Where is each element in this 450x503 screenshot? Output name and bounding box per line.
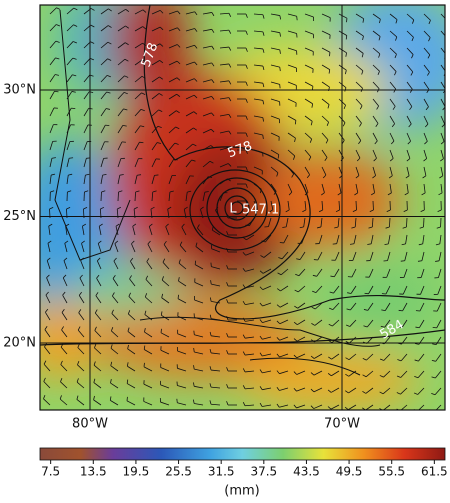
wind-barb	[194, 348, 195, 352]
wind-barb	[445, 21, 447, 25]
latitude-label: 25°N	[3, 209, 36, 224]
colorbar-tick-label: 55.5	[378, 465, 405, 479]
colorbar-tick-label: 7.5	[41, 465, 60, 479]
wind-barb	[433, 327, 437, 328]
colorbar-tick-label: 37.5	[250, 465, 277, 479]
wind-barb	[295, 120, 296, 124]
wind-barb	[280, 67, 281, 71]
colorbar-tick-label: 43.5	[293, 465, 320, 479]
wind-barb	[69, 158, 73, 159]
colorbar-tick-label: 31.5	[208, 465, 235, 479]
colorbar-tick-label: 19.5	[123, 465, 150, 479]
colorbar-tick-label: 25.5	[165, 465, 192, 479]
longitude-label: 70°W	[324, 417, 360, 432]
low-value: 547.1	[242, 203, 279, 218]
wind-barb	[118, 192, 119, 201]
colorbar-tick-label: 49.5	[336, 465, 363, 479]
wind-barb	[137, 175, 141, 176]
colorbar-tick-label: 13.5	[80, 465, 107, 479]
wind-barb	[406, 218, 407, 227]
wind-barb	[105, 125, 109, 126]
wind-barb	[195, 261, 196, 265]
colorbar-tick-label: 61.5	[421, 465, 448, 479]
wind-barb	[356, 201, 357, 210]
low-marker: L	[229, 202, 237, 217]
wind-barb	[418, 261, 422, 262]
latitude-label: 20°N	[3, 336, 36, 351]
wind-barb	[399, 310, 403, 311]
colorbar	[40, 448, 445, 460]
latitude-label: 30°N	[3, 83, 36, 98]
colorbar-label: (mm)	[224, 484, 259, 499]
longitude-label: 80°W	[72, 417, 108, 432]
wind-barb	[127, 380, 128, 384]
